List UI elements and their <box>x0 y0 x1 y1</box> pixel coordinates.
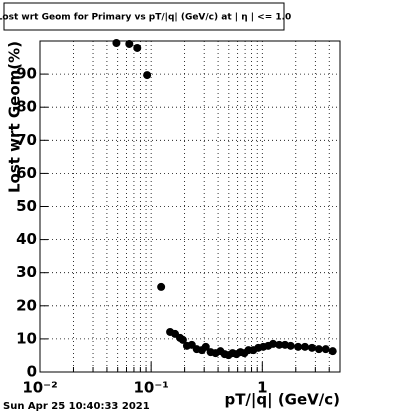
title-box <box>3 2 285 31</box>
y-tick-label: 40 <box>16 230 37 248</box>
date-stamp: Sun Apr 25 10:40:33 2021 <box>3 401 150 412</box>
y-tick-label: 0 <box>27 363 37 381</box>
data-point <box>269 339 278 348</box>
y-tick-label: 50 <box>16 197 37 215</box>
data-point <box>328 347 337 356</box>
y-tick-label: 80 <box>16 98 37 116</box>
data-point <box>314 345 323 354</box>
data-point <box>112 38 121 47</box>
data-point <box>308 343 317 352</box>
chart-title: Lost wrt Geom for Primary vs pT/|q| (GeV… <box>0 13 291 23</box>
data-point <box>300 342 309 351</box>
x-tick-label: 10⁻¹ <box>133 379 168 397</box>
x-tick-label: 1 <box>257 379 267 397</box>
y-tick-label: 70 <box>16 131 37 149</box>
data-point <box>133 43 142 52</box>
data-point <box>125 39 134 48</box>
x-axis-label: pT/|q| (GeV/c) <box>224 391 340 410</box>
x-tick-label: 10⁻² <box>22 379 57 397</box>
y-tick-label: 20 <box>16 296 37 314</box>
y-tick-label: 90 <box>16 65 37 83</box>
y-tick-label: 30 <box>16 263 37 281</box>
data-point <box>286 341 295 350</box>
y-axis-label: Lost wrt Geom(%) <box>6 41 24 193</box>
data-point <box>178 335 187 344</box>
y-tick-label: 60 <box>16 164 37 182</box>
data-point <box>201 342 210 351</box>
data-point <box>157 282 166 291</box>
data-point <box>143 71 152 80</box>
data-point <box>294 342 303 351</box>
data-point <box>321 345 330 354</box>
y-tick-label: 10 <box>16 329 37 347</box>
data-point <box>275 340 284 349</box>
